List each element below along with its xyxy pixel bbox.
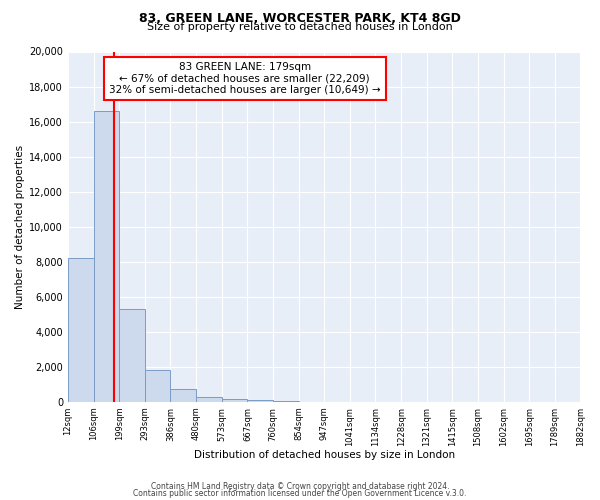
Bar: [145, 370, 170, 402]
X-axis label: Distribution of detached houses by size in London: Distribution of detached houses by size …: [194, 450, 455, 460]
Text: Contains public sector information licensed under the Open Government Licence v.: Contains public sector information licen…: [133, 490, 467, 498]
Bar: [273, 401, 299, 402]
Bar: [119, 309, 145, 402]
Y-axis label: Number of detached properties: Number of detached properties: [15, 144, 25, 308]
Bar: [196, 397, 221, 402]
Bar: [68, 258, 94, 402]
Bar: [94, 111, 119, 402]
Bar: [247, 400, 273, 402]
Text: Size of property relative to detached houses in London: Size of property relative to detached ho…: [147, 22, 453, 32]
Text: 83 GREEN LANE: 179sqm
← 67% of detached houses are smaller (22,209)
32% of semi-: 83 GREEN LANE: 179sqm ← 67% of detached …: [109, 62, 380, 95]
Bar: [170, 388, 196, 402]
Text: Contains HM Land Registry data © Crown copyright and database right 2024.: Contains HM Land Registry data © Crown c…: [151, 482, 449, 491]
Bar: [221, 398, 247, 402]
Text: 83, GREEN LANE, WORCESTER PARK, KT4 8GD: 83, GREEN LANE, WORCESTER PARK, KT4 8GD: [139, 12, 461, 26]
